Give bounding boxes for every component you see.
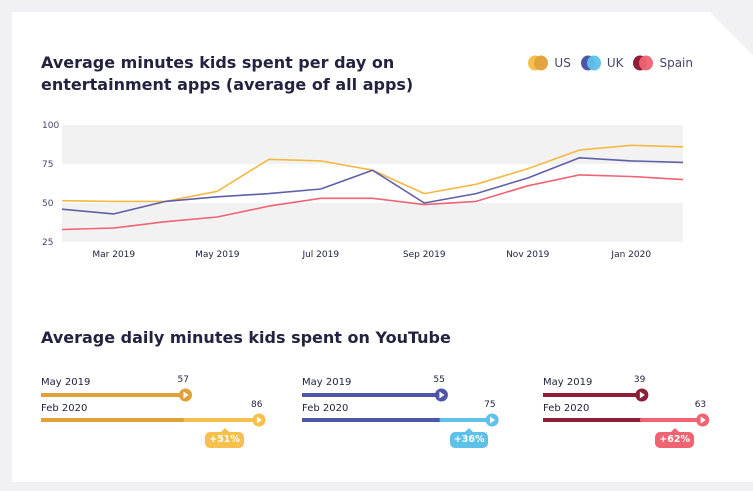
- bar-label-may-2019: May 2019: [41, 377, 91, 388]
- bar-group-us: [41, 388, 266, 427]
- y-tick-label: 75: [42, 160, 53, 170]
- bar-value-may-2019: 39: [633, 375, 646, 385]
- play-icon: [257, 416, 262, 424]
- bar-group-uk: [302, 388, 499, 427]
- change-badge-us: +51%: [205, 428, 244, 448]
- bar-value-feb-2020: 75: [484, 400, 496, 410]
- play-icon: [183, 391, 189, 399]
- bar-label-feb-2020: Feb 2020: [41, 403, 88, 414]
- y-tick-label: 100: [42, 121, 59, 131]
- bar-value-may-2019: 55: [433, 375, 445, 385]
- play-icon: [700, 416, 706, 424]
- bar-value-may-2019: 57: [177, 375, 189, 385]
- bar-group-spain: [543, 388, 710, 427]
- bar-chart-title: Average daily minutes kids spent on YouT…: [41, 328, 451, 347]
- x-tick-label: Nov 2019: [506, 250, 550, 260]
- series-line-uk: [61, 157, 684, 215]
- legend-item-uk: UK: [579, 55, 624, 71]
- play-icon: [490, 416, 496, 424]
- x-tick-label: May 2019: [195, 250, 240, 260]
- legend-swatch-us: [528, 55, 549, 71]
- chart-card: [12, 12, 753, 482]
- legend-label-uk: UK: [606, 56, 624, 70]
- legend: US UK Spain: [522, 55, 693, 71]
- line-chart: 100 75 50 25 Mar 2019 May 2019 Jul 2019 Sep 201…: [42, 121, 684, 260]
- line-chart-title: Average minutes kids spent per day on en…: [41, 53, 414, 94]
- x-tick-label: Sep 2019: [403, 250, 446, 260]
- series-line-spain: [61, 174, 684, 231]
- x-tick-label: Jan 2020: [610, 250, 651, 260]
- bar-label-may-2019: May 2019: [302, 377, 352, 388]
- bar-label-feb-2020: Feb 2020: [543, 403, 590, 414]
- legend-label-spain: Spain: [659, 56, 693, 70]
- legend-swatch-spain: [633, 55, 654, 71]
- y-tick-label: 50: [42, 199, 54, 209]
- play-icon: [639, 391, 645, 399]
- bar-label-may-2019: May 2019: [543, 377, 593, 388]
- bar-value-feb-2020: 86: [251, 400, 263, 410]
- legend-label-us: US: [554, 56, 571, 70]
- x-tick-label: Jul 2019: [301, 250, 339, 260]
- change-badge-spain: +62%: [655, 428, 694, 448]
- legend-item-spain: Spain: [631, 55, 693, 71]
- bar-label-feb-2020: Feb 2020: [302, 403, 349, 414]
- bar-value-feb-2020: 63: [694, 400, 707, 410]
- x-tick-label: Mar 2019: [92, 250, 135, 260]
- y-tick-label: 25: [42, 238, 53, 248]
- change-badge-uk: +36%: [449, 428, 489, 448]
- play-icon: [439, 391, 445, 399]
- legend-swatch-uk: [580, 55, 601, 71]
- legend-item-us: US: [526, 55, 571, 71]
